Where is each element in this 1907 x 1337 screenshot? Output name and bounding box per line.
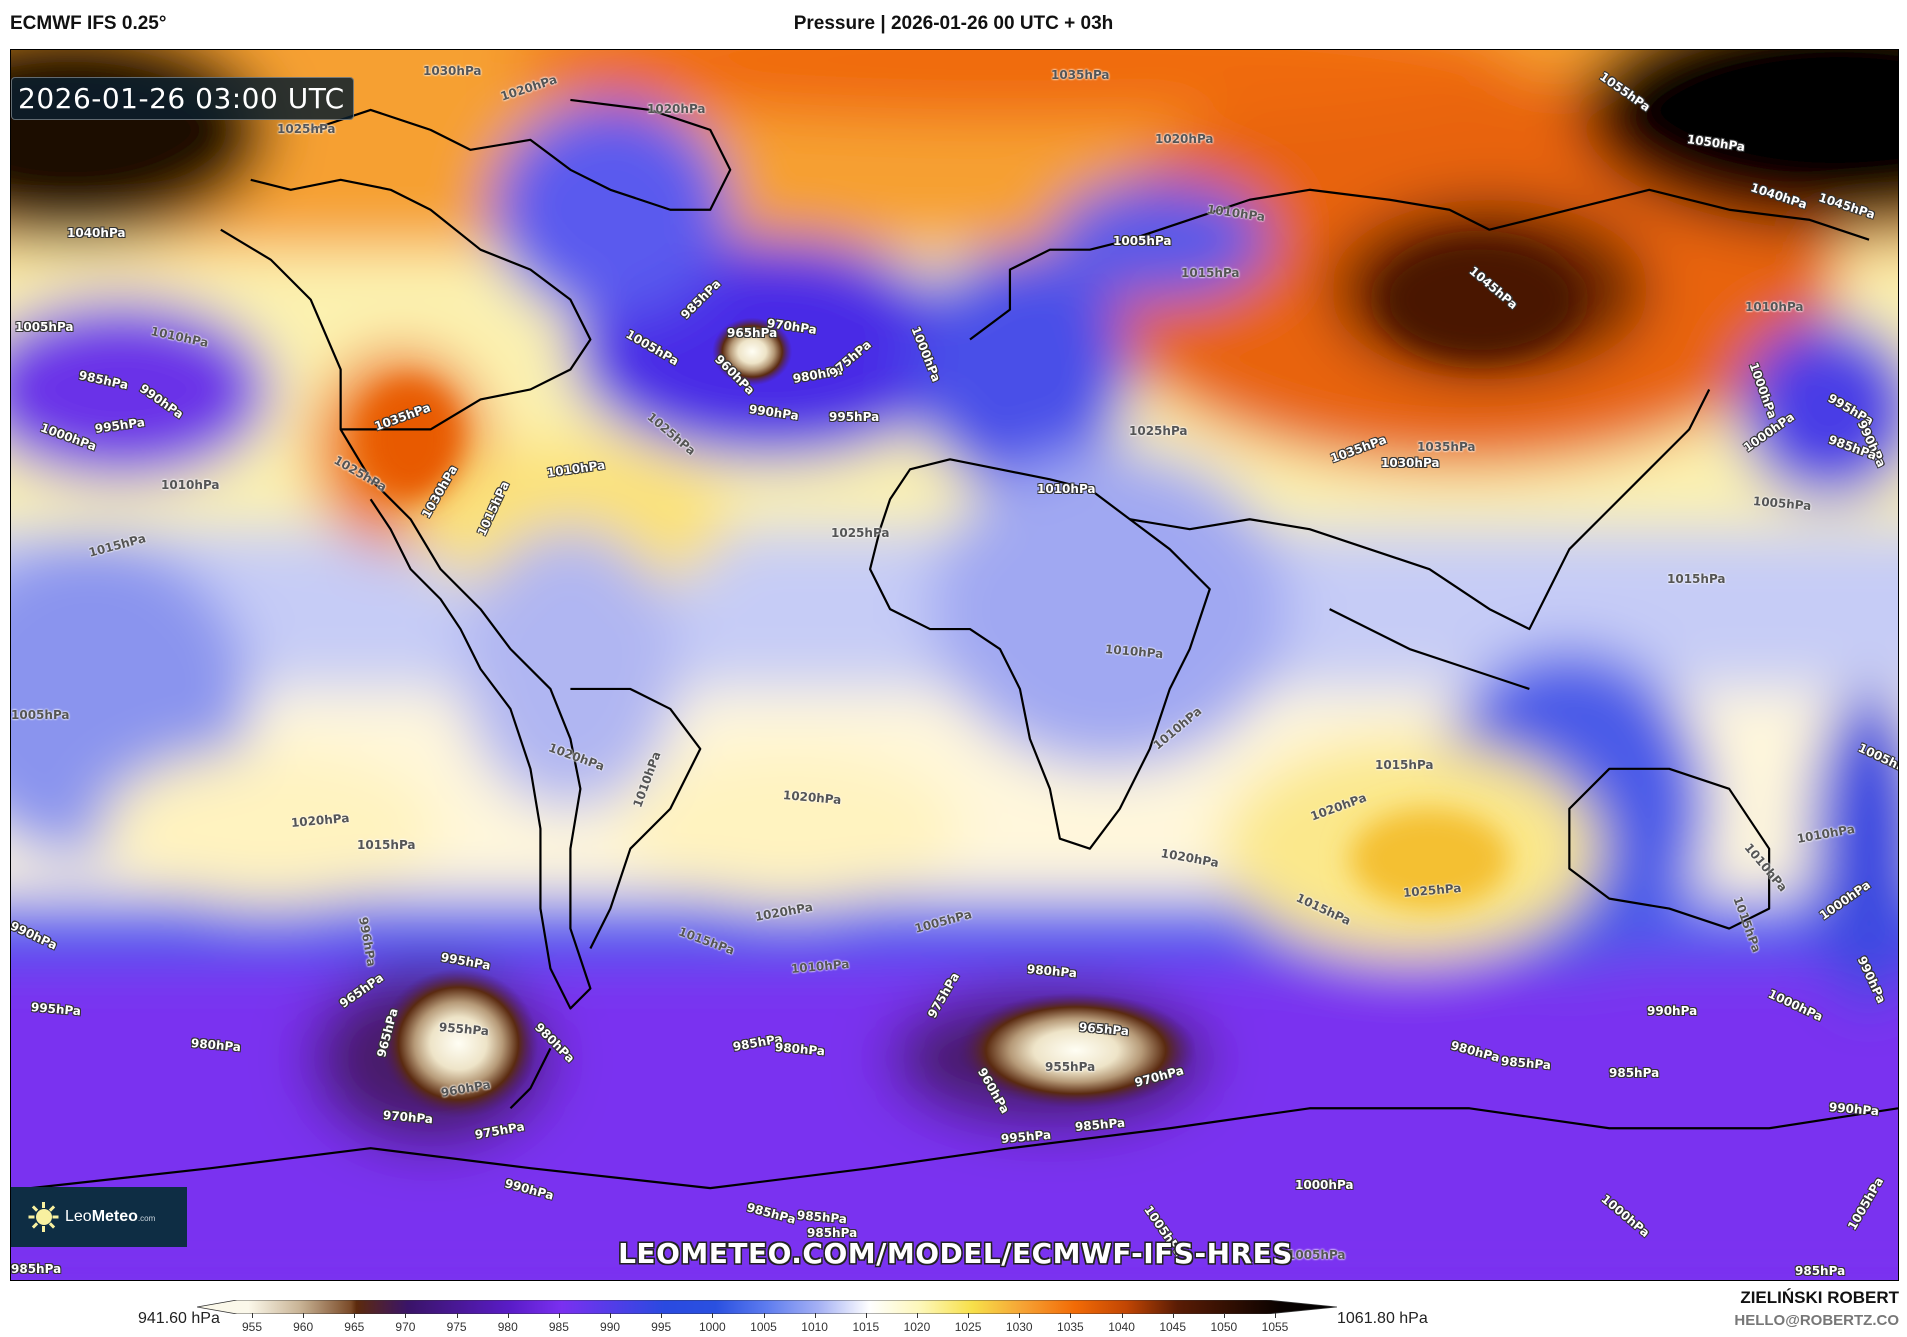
colorbar-tick-label: 955 xyxy=(241,1320,263,1334)
colorbar-tick-mark xyxy=(507,1313,509,1318)
isobar-label: 1040hPa xyxy=(67,226,126,240)
colorbar-tick-mark xyxy=(661,1313,663,1318)
leometeo-logo[interactable]: LeoMeteo.com xyxy=(11,1187,187,1247)
isobar-label: 1005hPa xyxy=(11,708,70,722)
colorbar-tick-label: 980 xyxy=(497,1320,518,1334)
colorbar-tick-mark xyxy=(968,1313,970,1318)
isobar-label: 990hPa xyxy=(1647,1004,1698,1018)
colorbar-tick-label: 1010 xyxy=(801,1320,828,1334)
colorbar-tick-mark xyxy=(1121,1313,1123,1318)
colorbar-tick-label: 970 xyxy=(395,1320,416,1334)
colorbar-tick-mark xyxy=(1172,1313,1174,1318)
isobar-label: 1025hPa xyxy=(277,122,336,136)
colorbar-tick-label: 965 xyxy=(344,1320,365,1334)
author-name: ZIELIŃSKI ROBERT xyxy=(1740,1288,1899,1307)
isobar-label: 1005hPa xyxy=(1287,1248,1346,1262)
source-url-watermark: LEOMETEO.COM/MODEL/ECMWF-IFS-HRES xyxy=(618,1237,1293,1270)
isobar-label: 985hPa xyxy=(1609,1066,1660,1080)
isobar-label: 1010hPa xyxy=(1745,300,1804,314)
colorbar-tick-mark xyxy=(558,1313,560,1318)
isobar-label: 1010hPa xyxy=(161,478,220,492)
chart-title: Pressure | 2026-01-26 00 UTC + 03h xyxy=(793,13,1114,34)
isobar-label: 1005hPa xyxy=(15,320,74,334)
sun-icon xyxy=(28,1202,59,1232)
colorbar-tick-label: 1025 xyxy=(954,1320,982,1334)
colorbar-tick-label: 1035 xyxy=(1057,1320,1084,1334)
colorbar-tick-label: 1015 xyxy=(852,1320,880,1334)
colorbar-tick-label: 1055 xyxy=(1261,1320,1289,1334)
colorbar-tick-mark xyxy=(456,1313,458,1318)
isobar-label: 1020hPa xyxy=(1155,132,1214,146)
colorbar-tick-mark xyxy=(303,1313,305,1318)
isobar-label: 1035hPa xyxy=(1051,68,1110,82)
colorbar-tick-mark xyxy=(1223,1313,1225,1318)
colorbar-tick-label: 1050 xyxy=(1210,1320,1238,1334)
colorbar-min-label: 941.60 hPa xyxy=(138,1310,220,1327)
isobar-label: 965hPa xyxy=(727,326,778,340)
colorbar-tick-label: 1045 xyxy=(1159,1320,1187,1334)
isobar-label: 1010hPa xyxy=(1037,482,1096,496)
isobar-label: 1015hPa xyxy=(1375,758,1434,772)
colorbar-tick-label: 985 xyxy=(548,1320,569,1334)
valid-time-badge: 2026-01-26 03:00 UTC xyxy=(11,77,354,120)
colorbar-tick-mark xyxy=(865,1313,867,1318)
logo-text: LeoMeteo.com xyxy=(65,1208,156,1225)
colorbar-tick-mark xyxy=(1070,1313,1072,1318)
colorbar-tick-label: 1000 xyxy=(698,1320,726,1334)
isobar-label: 995hPa xyxy=(829,410,880,424)
colorbar-tick-mark xyxy=(405,1313,407,1318)
isobar-label: 1020hPa xyxy=(647,102,706,116)
colorbar-tick-label: 1040 xyxy=(1108,1320,1135,1334)
isobar-label: 955hPa xyxy=(1045,1060,1096,1074)
isobar-label: 985hPa xyxy=(1795,1264,1846,1278)
colorbar-tick-label: 995 xyxy=(651,1320,672,1334)
colorbar-tick-mark xyxy=(610,1313,612,1318)
isobar-label: 1015hPa xyxy=(1181,266,1240,280)
isobar-label: 985hPa xyxy=(807,1226,858,1240)
isobar-label: 1005hPa xyxy=(1113,234,1172,248)
colorbar-tick-mark xyxy=(354,1313,356,1318)
colorbar-tick-mark xyxy=(814,1313,816,1318)
colorbar-tick-mark xyxy=(252,1313,253,1318)
model-name: ECMWF IFS 0.25° xyxy=(10,13,167,34)
colorbar-tick-label: 1005 xyxy=(750,1320,777,1334)
colorbar-tick-mark xyxy=(1275,1313,1276,1318)
isobar-label: 1030hPa xyxy=(423,64,482,78)
colorbar-tick-mark xyxy=(916,1313,918,1318)
colorbar-tick-label: 1030 xyxy=(1005,1320,1033,1334)
colorbar-tick-label: 960 xyxy=(293,1320,314,1334)
colorbar xyxy=(197,1300,1337,1314)
colorbar-tick-mark xyxy=(763,1313,765,1318)
pressure-field xyxy=(11,50,1898,1280)
isobar-label: 1035hPa xyxy=(1417,440,1476,454)
author-email[interactable]: HELLO@ROBERTZ.CO xyxy=(1734,1312,1899,1329)
colorbar-tick-label: 1020 xyxy=(903,1320,931,1334)
colorbar-tick-label: 975 xyxy=(446,1320,467,1334)
isobar-label: 985hPa xyxy=(11,1262,62,1276)
colorbar-tick-label: 990 xyxy=(600,1320,621,1334)
isobar-label: 1025hPa xyxy=(1129,424,1188,438)
isobar-label: 1000hPa xyxy=(1295,1178,1354,1192)
colorbar-tick-mark xyxy=(1019,1313,1021,1318)
pressure-map[interactable]: 1030hPa 1020hPa 1020hPa 1035hPa 1055hPa 1050h… xyxy=(10,49,1899,1281)
isobar-label: 1015hPa xyxy=(357,838,416,852)
colorbar-tick-mark xyxy=(712,1313,714,1318)
isobar-label: 1030hPa xyxy=(1381,456,1440,470)
isobar-label: 1025hPa xyxy=(831,526,890,540)
isobar-label: 1015hPa xyxy=(1667,572,1726,586)
colorbar-max-label: 1061.80 hPa xyxy=(1337,1310,1428,1327)
